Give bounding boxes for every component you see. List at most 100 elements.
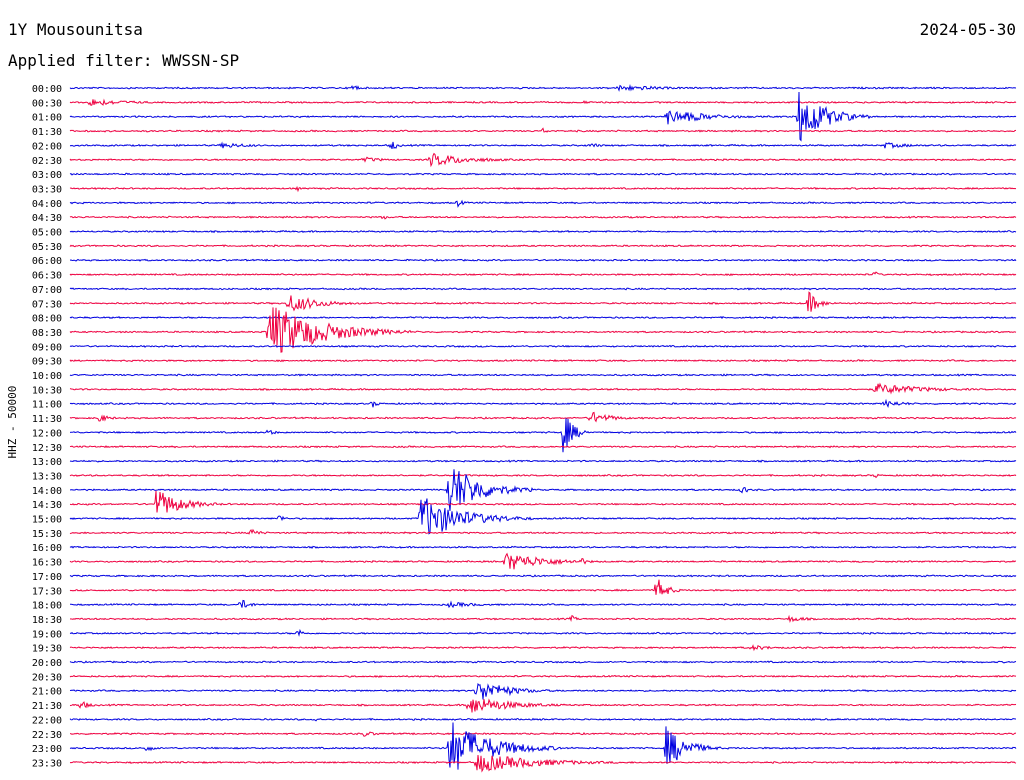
trace-0800 [69,315,1017,320]
row-label-1700: 17:00 [32,572,62,583]
trace-0300 [69,172,1017,176]
row-label-0230: 02:30 [32,156,62,167]
trace-0830 [69,307,1017,353]
trace-1100 [69,398,1017,409]
station-title: 1Y Mousounitsa [8,20,143,39]
row-label-1630: 16:30 [32,558,62,569]
row-label-0300: 03:00 [32,170,62,181]
date-label: 2024-05-30 [919,20,1016,39]
trace-1730 [69,579,1017,595]
row-label-2030: 20:30 [32,672,62,683]
trace-1200 [69,418,1017,453]
row-label-1030: 10:30 [32,385,62,396]
row-label-0730: 07:30 [32,299,62,310]
row-label-1230: 12:30 [32,443,62,454]
row-label-0330: 03:30 [32,184,62,195]
row-label-1800: 18:00 [32,601,62,612]
row-label-2200: 22:00 [32,715,62,726]
trace-0900 [69,344,1017,348]
row-label-0000: 00:00 [32,84,62,95]
row-label-1130: 11:30 [32,414,62,425]
row-label-0430: 04:30 [32,213,62,224]
row-label-1600: 16:00 [32,543,62,554]
row-label-0630: 06:30 [32,271,62,282]
row-label-1000: 10:00 [32,371,62,382]
row-label-1930: 19:30 [32,644,62,655]
row-label-0830: 08:30 [32,328,62,339]
row-label-0100: 01:00 [32,113,62,124]
trace-1400 [70,469,1017,511]
row-label-2300: 23:00 [32,744,62,755]
row-label-0800: 08:00 [32,314,62,325]
row-label-0130: 01:30 [32,127,62,138]
trace-1430 [69,490,1017,513]
trace-1230 [69,445,1017,449]
trace-2100 [69,682,1017,700]
trace-0730 [69,291,1017,312]
row-label-0500: 05:00 [32,228,62,239]
trace-0530 [69,244,1017,248]
row-label-1530: 15:30 [32,529,62,540]
row-label-1200: 12:00 [32,428,62,439]
trace-1530 [69,528,1017,535]
row-label-0600: 06:00 [32,256,62,267]
row-label-1830: 18:30 [32,615,62,626]
row-label-1730: 17:30 [32,586,62,597]
trace-2030 [69,674,1017,678]
trace-0000 [69,84,1017,92]
row-label-1900: 19:00 [32,629,62,640]
row-label-0930: 09:30 [32,357,62,368]
trace-0230 [69,152,1017,168]
row-label-0200: 02:00 [32,141,62,152]
row-label-1330: 13:30 [32,471,62,482]
trace-0700 [69,287,1017,291]
trace-1800 [70,599,1017,609]
trace-1700 [69,574,1017,578]
row-label-0530: 05:30 [32,242,62,253]
trace-0930 [69,359,1017,363]
row-label-1100: 11:00 [32,400,62,411]
trace-1930 [69,644,1017,652]
trace-0600 [69,258,1017,262]
trace-1630 [69,552,1017,570]
row-label-2000: 20:00 [32,658,62,669]
trace-1830 [69,614,1017,624]
row-label-1430: 14:30 [32,500,62,511]
row-label-0900: 09:00 [32,342,62,353]
trace-2130 [69,698,1017,713]
trace-0500 [69,229,1017,234]
trace-0400 [69,199,1017,208]
trace-0430 [69,215,1017,220]
trace-2000 [69,660,1017,664]
trace-2200 [69,717,1016,722]
row-label-2100: 21:00 [32,687,62,698]
trace-0330 [69,185,1017,193]
trace-2330 [69,754,1017,773]
row-label-2230: 22:30 [32,730,62,741]
row-label-2130: 21:30 [32,701,62,712]
trace-0130 [69,127,1017,133]
trace-1500 [69,498,1017,535]
trace-1000 [69,373,1017,377]
trace-0200 [69,141,1017,150]
row-label-1500: 15:00 [32,515,62,526]
trace-2230 [69,731,1017,737]
row-label-1300: 13:00 [32,457,62,468]
row-label-2330: 23:30 [32,758,62,769]
trace-2300 [69,722,1017,770]
trace-1030 [69,382,1017,395]
trace-1330 [69,473,1017,479]
trace-1300 [69,459,1017,463]
row-label-0400: 04:00 [32,199,62,210]
row-label-0700: 07:00 [32,285,62,296]
trace-0630 [69,271,1017,277]
row-label-1400: 14:00 [32,486,62,497]
filter-label: Applied filter: WWSSN-SP [8,51,240,70]
trace-0100 [69,91,1017,142]
trace-0030 [69,98,1017,106]
trace-1900 [69,628,1017,637]
trace-1600 [69,545,1017,549]
row-label-0030: 00:30 [32,98,62,109]
trace-1130 [69,411,1017,423]
